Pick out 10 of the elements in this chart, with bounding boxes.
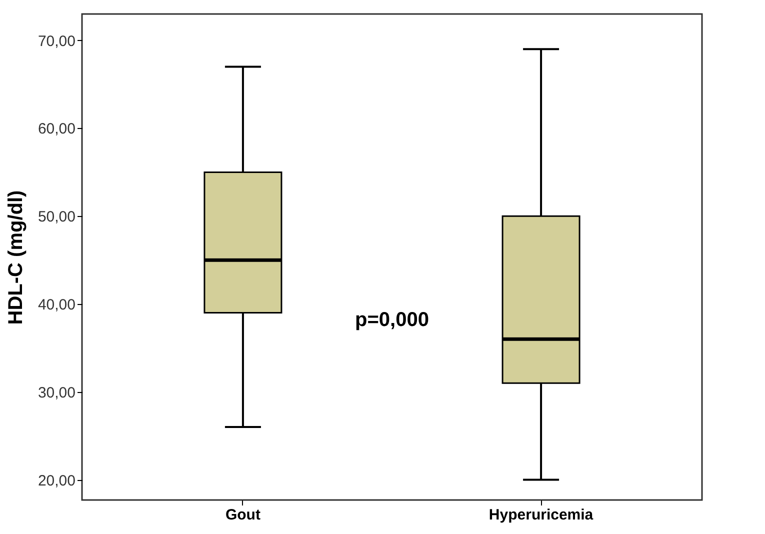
y-tick-label: 70,00 [38, 32, 76, 50]
y-tick-label: 60,00 [38, 120, 76, 138]
annotation: p=0,000 [355, 309, 429, 332]
y-tick-label: 40,00 [38, 296, 76, 314]
y-axis-title: HDL-C (mg/dl) [4, 190, 27, 325]
x-tick-label: Gout [225, 506, 260, 524]
x-tick-label: Hyperuricemia [488, 506, 594, 524]
y-tick-label: 50,00 [38, 208, 76, 226]
y-tick-label: 30,00 [38, 384, 76, 402]
y-tick-label: 20,00 [38, 472, 76, 490]
